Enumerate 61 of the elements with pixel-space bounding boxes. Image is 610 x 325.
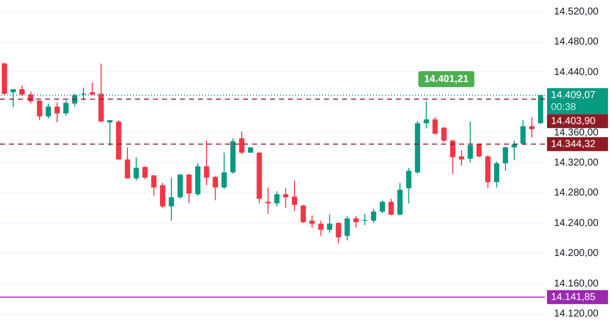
candlestick [300, 204, 306, 224]
candlestick [529, 116, 534, 138]
y-tick-label: 14.160,00 [554, 278, 599, 290]
candlestick [309, 214, 315, 228]
candlestick [450, 139, 456, 174]
candlestick [380, 200, 386, 214]
candlestick [124, 146, 130, 179]
candlestick [344, 216, 350, 241]
candlestick [458, 150, 464, 166]
candlestick [222, 152, 227, 190]
candlestick [476, 143, 482, 158]
candlestick [54, 102, 60, 123]
ref-line-label: 14.141,85 [551, 292, 596, 304]
text: 00:38 [551, 102, 576, 114]
candlestick [388, 198, 394, 216]
y-tick-label: 14.280,00 [554, 188, 599, 199]
ref-line-label: 14.403,90 [551, 116, 596, 128]
y-tick-label: 14.520,00 [554, 6, 599, 18]
candlestick [406, 167, 412, 204]
ref-line-label: 14.409,07 [551, 90, 596, 102]
candlestick [327, 214, 332, 234]
candlestick [274, 190, 280, 207]
candlestick [90, 82, 95, 96]
candlestick [370, 208, 376, 224]
candlestick [520, 120, 526, 146]
y-tick-label: 14.200,00 [554, 248, 599, 260]
candlestick [160, 182, 166, 208]
candlestick [239, 131, 244, 155]
candlestick [19, 84, 25, 96]
y-tick-label: 14.240,00 [554, 218, 599, 229]
candlestick [178, 173, 183, 200]
candlestick [186, 173, 192, 204]
candlestick [212, 176, 218, 201]
candlestick [283, 188, 288, 208]
candlestick [36, 100, 42, 121]
y-tick-label: 14.120,00 [554, 308, 599, 320]
candlestick [512, 140, 517, 161]
ref-line-label: 14.344,32 [551, 139, 596, 150]
y-tick-label: 14.480,00 [554, 36, 599, 48]
y-tick-label: 14.360,00 [554, 127, 599, 138]
candlestick [265, 186, 271, 214]
candlestick [46, 103, 51, 120]
candlestick [502, 146, 508, 172]
candlestick [494, 161, 500, 188]
candlestick [107, 120, 113, 146]
candlestick [142, 166, 148, 180]
candlestick [318, 220, 324, 236]
candlestick [336, 222, 342, 244]
candlestick [63, 100, 69, 116]
candlestick [134, 156, 139, 182]
candlestick [292, 180, 298, 212]
candlestick [204, 140, 210, 186]
candlestick [424, 100, 429, 129]
candlestick [168, 177, 174, 222]
y-tick-label: 14.320,00 [554, 158, 599, 168]
y-tick-label: 14.440,00 [554, 66, 599, 78]
candlestick [432, 116, 438, 136]
candlestick [151, 174, 156, 196]
candlestick [468, 121, 473, 163]
candlestick [441, 126, 447, 143]
annotation: 14.401,21 [424, 74, 470, 86]
